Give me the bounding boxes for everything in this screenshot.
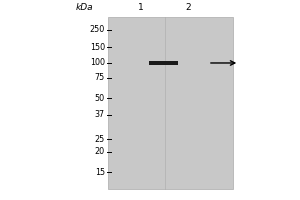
Text: 20: 20 xyxy=(95,147,105,156)
Text: 50: 50 xyxy=(95,94,105,103)
Bar xyxy=(148,61,178,65)
Text: kDa: kDa xyxy=(76,3,94,12)
Text: 1: 1 xyxy=(138,3,144,12)
Text: 150: 150 xyxy=(90,43,105,52)
Bar xyxy=(108,17,233,189)
Text: 250: 250 xyxy=(90,25,105,34)
Text: 2: 2 xyxy=(186,3,191,12)
Text: 37: 37 xyxy=(95,110,105,119)
Text: 100: 100 xyxy=(90,58,105,67)
Text: 75: 75 xyxy=(94,73,105,82)
Text: 15: 15 xyxy=(95,168,105,177)
Text: 25: 25 xyxy=(94,135,105,144)
